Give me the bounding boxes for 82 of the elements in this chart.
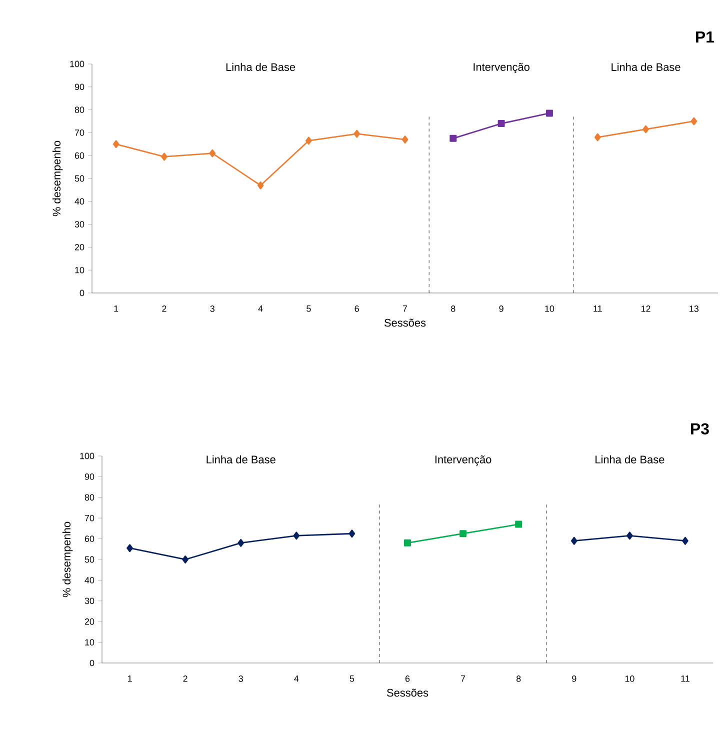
point xyxy=(306,136,312,145)
y-tick-label: 90 xyxy=(84,474,94,480)
x-tick-label: 5 xyxy=(306,306,311,312)
x-tick-label: 9 xyxy=(499,306,504,312)
y-tick-label: 80 xyxy=(74,106,84,113)
point xyxy=(293,532,300,540)
x-tick-label: 4 xyxy=(294,676,299,682)
point xyxy=(238,538,244,547)
x-axis-title: Sessões xyxy=(386,688,428,697)
x-tick-label: 6 xyxy=(354,306,359,312)
point xyxy=(112,140,120,148)
point xyxy=(642,125,649,134)
x-tick-label: 5 xyxy=(350,676,354,682)
x-tick-label: 6 xyxy=(405,676,410,682)
x-tick-label: 11 xyxy=(681,676,690,682)
point xyxy=(348,530,356,538)
y-tick-label: 30 xyxy=(84,598,94,604)
y-tick-label: 40 xyxy=(74,198,84,205)
point xyxy=(515,520,522,528)
point xyxy=(209,149,216,158)
point xyxy=(594,133,601,142)
annotation: Linha de Base xyxy=(206,455,276,464)
y-tick-label: 100 xyxy=(80,452,94,460)
x-tick-label: 7 xyxy=(402,306,408,312)
x-tick-label: 3 xyxy=(210,306,214,312)
x-tick-label: 9 xyxy=(572,676,576,682)
point xyxy=(402,136,408,144)
y-tick-label: 80 xyxy=(84,494,94,501)
x-tick-label: 13 xyxy=(690,306,699,312)
point xyxy=(626,532,633,540)
y-tick-label: 100 xyxy=(70,60,84,68)
x-tick-label: 1 xyxy=(128,676,132,682)
y-tick-label: 30 xyxy=(74,221,84,228)
x-tick-label: 8 xyxy=(516,676,521,682)
x-tick-label: 7 xyxy=(461,676,466,682)
y-tick-label: 50 xyxy=(74,175,84,182)
point xyxy=(182,555,188,564)
chart-title: P1 xyxy=(696,32,714,42)
point xyxy=(257,181,264,190)
x-tick-label: 10 xyxy=(545,306,554,312)
y-tick-label: 0 xyxy=(80,290,84,296)
y-axis-title: % desempenho xyxy=(52,140,63,216)
y-tick-label: 20 xyxy=(84,618,94,625)
x-tick-label: 4 xyxy=(258,306,263,312)
annotation: Linha de Base xyxy=(596,455,664,464)
y-tick-label: 90 xyxy=(74,84,84,90)
y-tick-label: 40 xyxy=(84,577,94,584)
x-tick-label: 8 xyxy=(451,306,456,312)
y-tick-label: 10 xyxy=(85,639,94,646)
y-tick-label: 20 xyxy=(74,244,84,250)
point xyxy=(460,530,467,538)
x-tick-label: 2 xyxy=(162,306,166,312)
y-tick-label: 70 xyxy=(74,130,84,136)
y-tick-label: 50 xyxy=(84,556,94,563)
point xyxy=(690,117,698,126)
point xyxy=(570,536,578,545)
point xyxy=(498,120,505,128)
point xyxy=(161,152,168,161)
annotation: Linha de Base xyxy=(226,62,296,71)
x-tick-label: 2 xyxy=(183,676,188,682)
point xyxy=(450,134,457,142)
annotation: Intervenção xyxy=(474,62,530,74)
annotation: Intervenção xyxy=(435,455,492,466)
y-tick-label: 70 xyxy=(84,514,94,522)
y-tick-label: 60 xyxy=(84,536,94,542)
annotation: Linha de Base xyxy=(612,62,680,71)
x-axis-title: Sessões xyxy=(384,318,426,327)
point xyxy=(126,544,133,552)
x-tick-label: 12 xyxy=(641,306,650,312)
x-tick-label: 1 xyxy=(114,306,118,312)
point xyxy=(354,130,360,138)
point xyxy=(546,110,553,117)
y-axis-title: % desempenho xyxy=(62,522,73,598)
x-tick-label: 10 xyxy=(625,676,634,682)
x-tick-label: 3 xyxy=(238,676,243,682)
y-tick-label: 0 xyxy=(90,660,94,666)
y-tick-label: 10 xyxy=(75,266,84,274)
point xyxy=(682,536,688,545)
point xyxy=(404,539,411,546)
chart-title: P3 xyxy=(691,423,709,434)
x-tick-label: 11 xyxy=(594,306,602,312)
y-tick-label: 60 xyxy=(74,152,84,159)
